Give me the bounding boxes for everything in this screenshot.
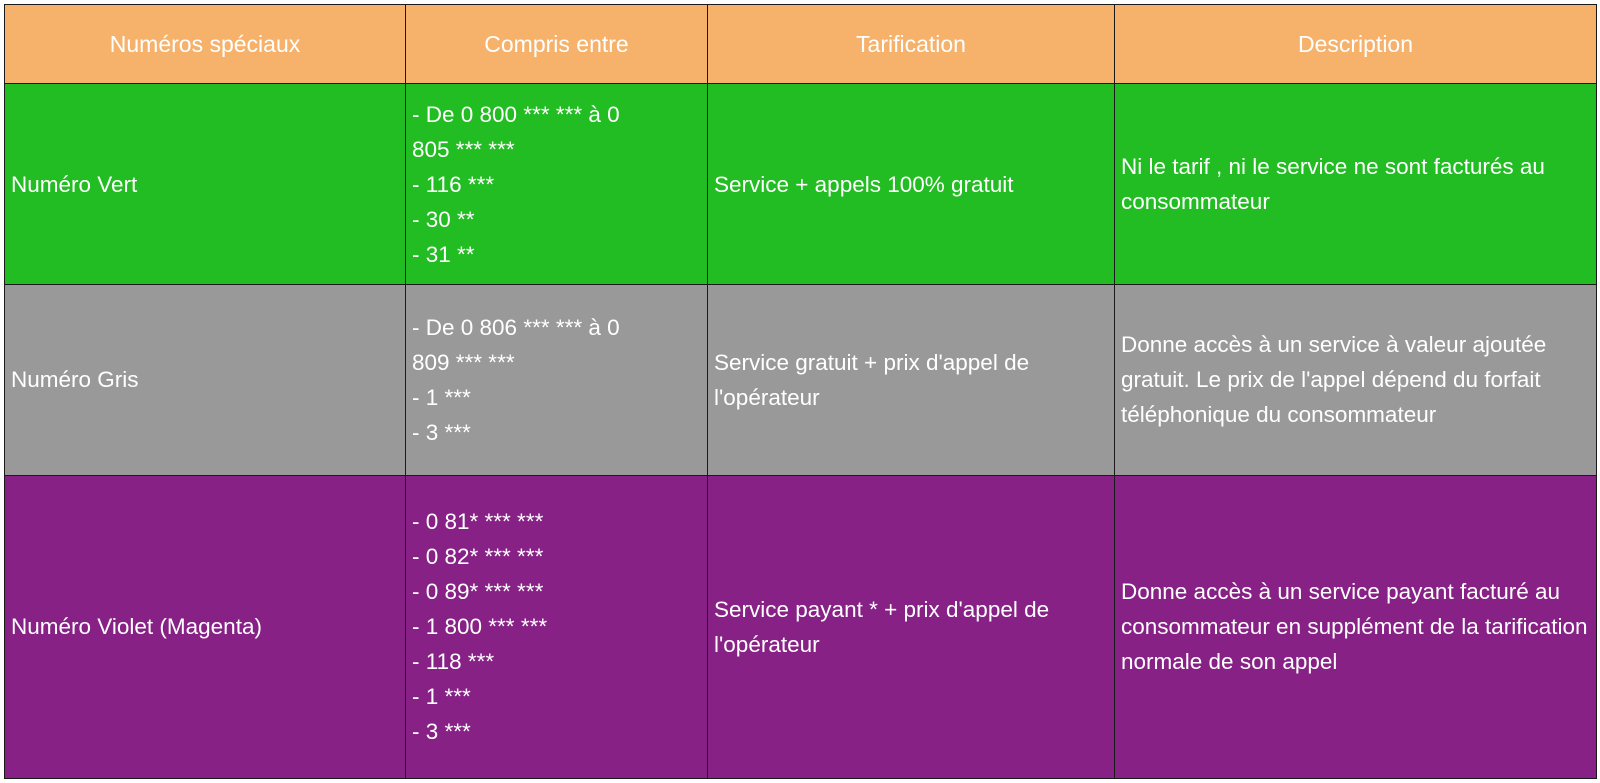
special-numbers-table-container: Numéros spéciaux Compris entre Tarificat… [4,4,1597,780]
range-line: - De 0 800 *** *** à 0 [412,101,620,127]
tarification-cell: Service + appels 100% gratuit [707,82,1115,286]
header-numeros-speciaux: Numéros spéciaux [4,4,406,84]
range-line: - 3 *** [412,419,471,445]
range-line: - 1 *** [412,384,471,410]
number-type-cell: Numéro Vert [4,82,406,286]
tarification-cell: Service payant * + prix d'appel de l'opé… [707,474,1115,780]
table-row-numero-vert: Numéro Vert - De 0 800 *** *** à 0 805 *… [4,82,1597,286]
range-line: - 116 *** [412,171,495,197]
ranges-cell: - De 0 806 *** *** à 0 809 *** *** - 1 *… [405,284,708,476]
ranges-cell: - De 0 800 *** *** à 0 805 *** *** - 116… [405,82,708,286]
description-cell: Donne accès à un service à valeur ajouté… [1114,284,1597,476]
range-line: - 31 ** [412,241,475,267]
special-numbers-table: Numéros spéciaux Compris entre Tarificat… [4,4,1597,780]
range-line: 809 *** *** [412,349,515,375]
tarification-cell: Service gratuit + prix d'appel de l'opér… [707,284,1115,476]
description-cell: Ni le tarif , ni le service ne sont fact… [1114,82,1597,286]
range-line: - 1 800 *** *** [412,614,548,640]
header-row: Numéros spéciaux Compris entre Tarificat… [4,4,1597,84]
table-row-numero-violet: Numéro Violet (Magenta) - 0 81* *** *** … [4,474,1597,780]
ranges-cell: - 0 81* *** *** - 0 82* *** *** - 0 89* … [405,474,708,780]
range-line: - 30 ** [412,206,475,232]
range-line: - De 0 806 *** *** à 0 [412,314,620,340]
number-type-cell: Numéro Gris [4,284,406,476]
range-line: 805 *** *** [412,136,515,162]
range-line: - 1 *** [412,684,471,710]
header-tarification: Tarification [707,4,1115,84]
description-cell: Donne accès à un service payant facturé … [1114,474,1597,780]
table-body: Numéro Vert - De 0 800 *** *** à 0 805 *… [4,82,1597,780]
range-line: - 0 89* *** *** [412,579,544,605]
header-description: Description [1114,4,1597,84]
table-row-numero-gris: Numéro Gris - De 0 806 *** *** à 0 809 *… [4,284,1597,476]
range-line: - 0 81* *** *** [412,509,544,535]
range-line: - 3 *** [412,719,471,745]
range-line: - 118 *** [412,649,495,675]
header-compris-entre: Compris entre [405,4,708,84]
table-header: Numéros spéciaux Compris entre Tarificat… [4,4,1597,84]
range-line: - 0 82* *** *** [412,544,544,570]
number-type-cell: Numéro Violet (Magenta) [4,474,406,780]
